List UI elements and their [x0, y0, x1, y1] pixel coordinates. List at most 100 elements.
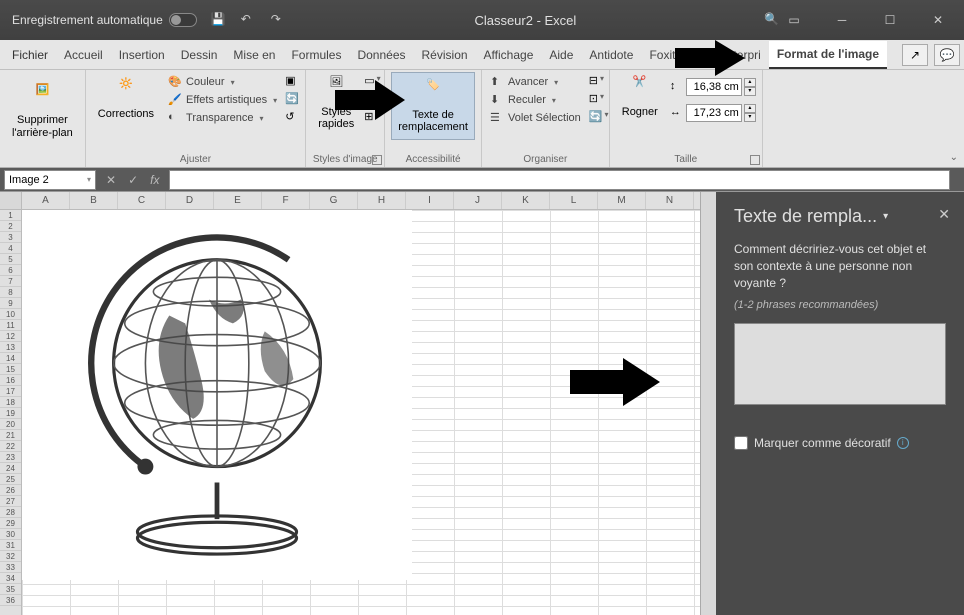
- search-icon[interactable]: 🔍: [764, 12, 780, 28]
- width-input[interactable]: [686, 104, 742, 122]
- column-header[interactable]: L: [550, 192, 598, 209]
- row-header[interactable]: 20: [0, 419, 21, 430]
- row-header[interactable]: 28: [0, 507, 21, 518]
- cancel-formula-icon[interactable]: ✕: [106, 173, 116, 187]
- row-header[interactable]: 13: [0, 342, 21, 353]
- column-header[interactable]: B: [70, 192, 118, 209]
- size-dialog-launcher[interactable]: [750, 155, 760, 165]
- row-header[interactable]: 7: [0, 276, 21, 287]
- row-header[interactable]: 8: [0, 287, 21, 298]
- row-header[interactable]: 18: [0, 397, 21, 408]
- vertical-scrollbar[interactable]: [700, 192, 716, 615]
- row-header[interactable]: 12: [0, 331, 21, 342]
- row-header[interactable]: 9: [0, 298, 21, 309]
- redo-icon[interactable]: ↷: [271, 12, 287, 28]
- column-header[interactable]: M: [598, 192, 646, 209]
- artistic-button[interactable]: 🖌️Effets artistiques: [166, 92, 279, 108]
- close-pane-icon[interactable]: ✕: [938, 206, 950, 223]
- minimize-icon[interactable]: ─: [828, 10, 856, 30]
- compress-icon[interactable]: ▣: [285, 74, 299, 88]
- row-header[interactable]: 21: [0, 430, 21, 441]
- close-icon[interactable]: ✕: [924, 10, 952, 30]
- enter-formula-icon[interactable]: ✓: [128, 173, 138, 187]
- undo-icon[interactable]: ↶: [241, 12, 257, 28]
- toggle-switch[interactable]: [169, 13, 197, 27]
- column-header[interactable]: I: [406, 192, 454, 209]
- height-spinner[interactable]: ▴▾: [744, 78, 756, 96]
- row-header[interactable]: 3: [0, 232, 21, 243]
- row-header[interactable]: 14: [0, 353, 21, 364]
- pic-layout-icon[interactable]: ⊞: [364, 110, 378, 124]
- row-header[interactable]: 1: [0, 210, 21, 221]
- tab-antidote[interactable]: Antidote: [581, 42, 641, 68]
- fx-icon[interactable]: fx: [150, 173, 159, 187]
- transparency-button[interactable]: ◐Transparence: [166, 110, 279, 126]
- row-header[interactable]: 17: [0, 386, 21, 397]
- rotate-icon[interactable]: 🔄: [589, 110, 603, 124]
- decorative-checkbox[interactable]: [734, 436, 748, 450]
- row-header[interactable]: 4: [0, 243, 21, 254]
- column-header[interactable]: K: [502, 192, 550, 209]
- comments-icon[interactable]: 💬: [934, 44, 960, 66]
- tab-formules[interactable]: Formules: [283, 42, 349, 68]
- row-header[interactable]: 30: [0, 529, 21, 540]
- color-button[interactable]: 🎨Couleur: [166, 74, 279, 90]
- tab-revision[interactable]: Révision: [414, 42, 476, 68]
- collapse-ribbon-icon[interactable]: ⌄: [950, 152, 958, 163]
- row-header[interactable]: 34: [0, 573, 21, 584]
- row-header[interactable]: 24: [0, 463, 21, 474]
- group-icon[interactable]: ⊡: [589, 92, 603, 106]
- row-header[interactable]: 5: [0, 254, 21, 265]
- selection-pane-button[interactable]: ☰Volet Sélection: [488, 110, 583, 126]
- tab-enterprise[interactable]: Enterpri: [711, 42, 769, 68]
- column-header[interactable]: F: [262, 192, 310, 209]
- row-header[interactable]: 29: [0, 518, 21, 529]
- alt-text-textarea[interactable]: [734, 323, 946, 405]
- row-header[interactable]: 10: [0, 309, 21, 320]
- save-icon[interactable]: 💾: [211, 12, 227, 28]
- tab-accueil[interactable]: Accueil: [56, 42, 111, 68]
- send-back-button[interactable]: ⬇Reculer: [488, 92, 583, 108]
- tab-aide[interactable]: Aide: [541, 42, 581, 68]
- share-icon[interactable]: ↗: [902, 44, 928, 66]
- reset-pic-icon[interactable]: ↺: [285, 110, 299, 124]
- row-header[interactable]: 35: [0, 584, 21, 595]
- maximize-icon[interactable]: ☐: [876, 10, 904, 30]
- change-pic-icon[interactable]: 🔄: [285, 92, 299, 106]
- tab-donnees[interactable]: Données: [349, 42, 413, 68]
- quick-styles-button[interactable]: 🖼 Styles rapides: [312, 72, 360, 134]
- column-header[interactable]: J: [454, 192, 502, 209]
- alt-text-button[interactable]: 🏷️ Texte de remplacement: [391, 72, 475, 140]
- row-header[interactable]: 6: [0, 265, 21, 276]
- formula-input[interactable]: [169, 170, 950, 190]
- tab-format-image[interactable]: Format de l'image: [769, 41, 887, 69]
- column-header[interactable]: A: [22, 192, 70, 209]
- column-header[interactable]: D: [166, 192, 214, 209]
- ribbon-display-icon[interactable]: ▭: [780, 10, 808, 30]
- column-header[interactable]: G: [310, 192, 358, 209]
- autosave-toggle[interactable]: Enregistrement automatique: [12, 13, 197, 27]
- row-header[interactable]: 23: [0, 452, 21, 463]
- row-header[interactable]: 15: [0, 364, 21, 375]
- row-header[interactable]: 32: [0, 551, 21, 562]
- row-header[interactable]: 11: [0, 320, 21, 331]
- row-header[interactable]: 31: [0, 540, 21, 551]
- column-header[interactable]: C: [118, 192, 166, 209]
- column-header[interactable]: H: [358, 192, 406, 209]
- pane-dropdown-icon[interactable]: ▾: [883, 211, 888, 222]
- select-all-corner[interactable]: [0, 192, 22, 209]
- row-header[interactable]: 25: [0, 474, 21, 485]
- column-header[interactable]: N: [646, 192, 694, 209]
- row-header[interactable]: 2: [0, 221, 21, 232]
- tab-dessin[interactable]: Dessin: [173, 42, 226, 68]
- width-spinner[interactable]: ▴▾: [744, 104, 756, 122]
- align-icon[interactable]: ⊟: [589, 74, 603, 88]
- decorative-checkbox-row[interactable]: Marquer comme décoratif i: [734, 436, 946, 450]
- tab-mise-en[interactable]: Mise en: [225, 42, 283, 68]
- styles-dialog-launcher[interactable]: [372, 155, 382, 165]
- pic-effects-icon[interactable]: ✨: [364, 92, 378, 106]
- row-header[interactable]: 33: [0, 562, 21, 573]
- cell-area[interactable]: [22, 210, 700, 615]
- bring-forward-button[interactable]: ⬆Avancer: [488, 74, 583, 90]
- row-header[interactable]: 27: [0, 496, 21, 507]
